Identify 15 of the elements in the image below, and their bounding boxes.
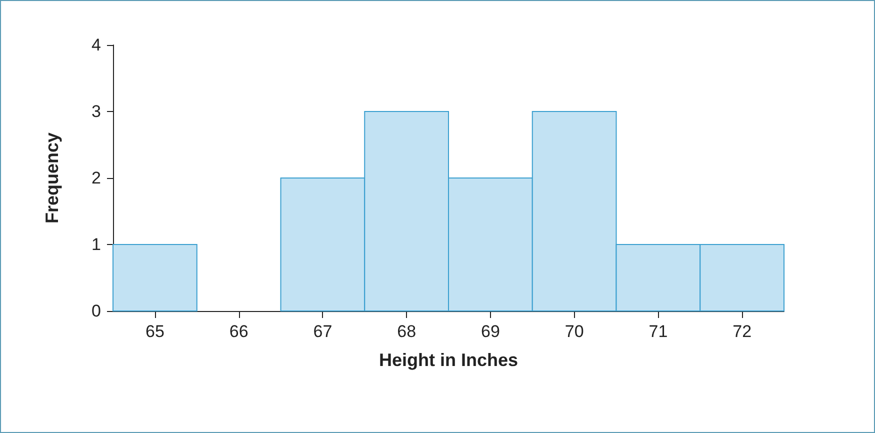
x-axis-title: Height in Inches xyxy=(378,350,518,370)
x-tick-label: 72 xyxy=(732,322,752,341)
y-tick-label: 1 xyxy=(92,235,101,254)
y-tick-label: 2 xyxy=(92,168,101,188)
x-tick-label: 69 xyxy=(480,322,500,341)
x-tick-label: 71 xyxy=(648,322,668,341)
x-tick-label: 67 xyxy=(313,322,332,341)
x-tick-label: 66 xyxy=(229,322,248,341)
x-tick-label: 65 xyxy=(145,322,164,341)
x-tick-label: 70 xyxy=(564,322,584,341)
y-tick-label: 3 xyxy=(92,102,101,121)
y-tick-label: 0 xyxy=(92,302,101,320)
y-tick-label: 4 xyxy=(92,36,101,54)
x-tick-label: 68 xyxy=(397,322,416,341)
y-axis-title: Frequency xyxy=(42,132,62,224)
